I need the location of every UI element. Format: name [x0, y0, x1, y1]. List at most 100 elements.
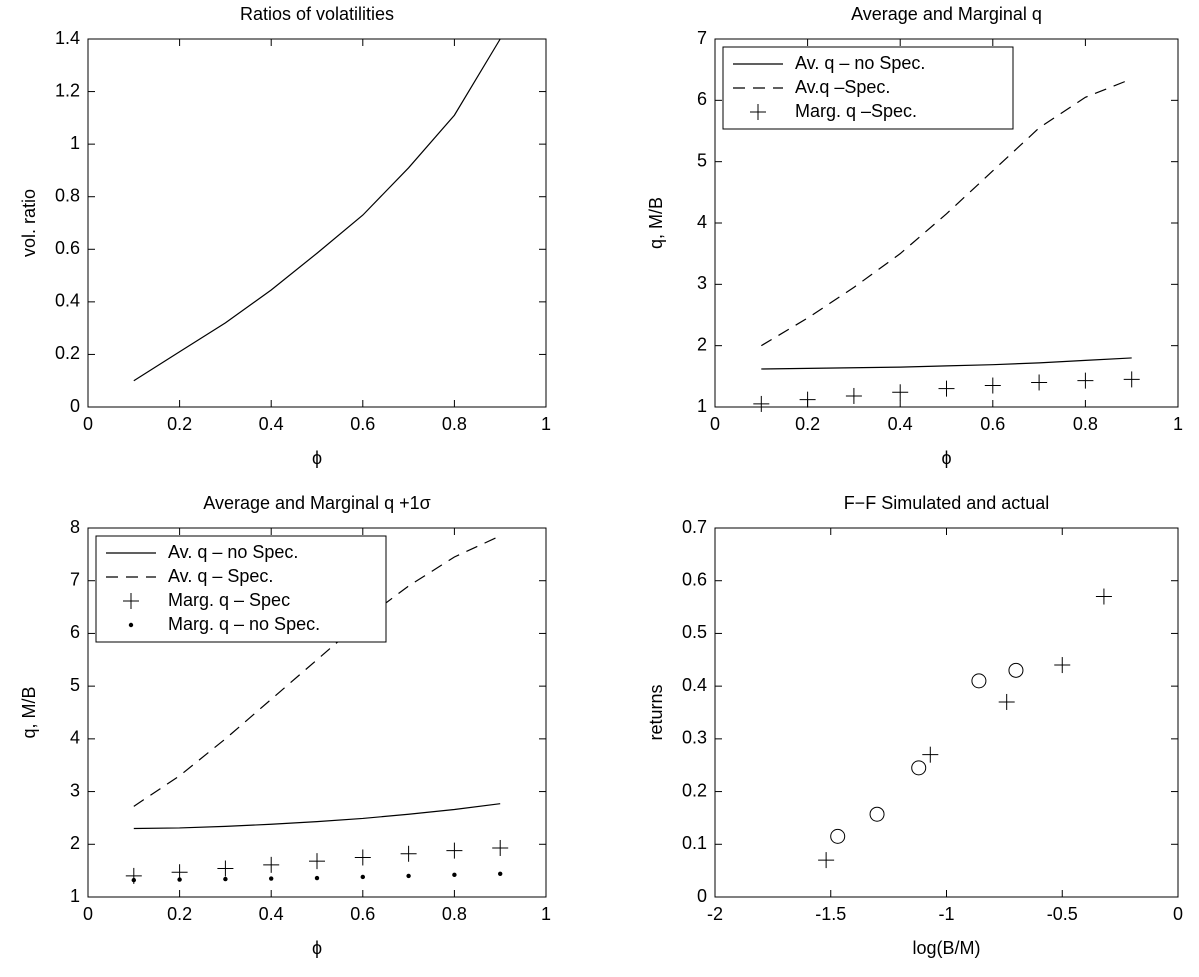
- chart-title: Ratios of volatilities: [240, 4, 394, 24]
- line-series: [133, 803, 501, 830]
- x-axis-label: ϕ: [941, 448, 951, 468]
- x-tick-label: 1: [1173, 414, 1183, 434]
- x-tick-label: 0.2: [167, 904, 192, 924]
- x-tick-label: 0.2: [795, 414, 820, 434]
- marker-plus: [354, 849, 371, 866]
- x-tick-label: -0.5: [1047, 904, 1078, 924]
- x-tick-label: 0.4: [259, 414, 284, 434]
- marker-dot: [360, 874, 365, 880]
- marker-plus: [492, 839, 509, 856]
- legend-label: Marg. q – Spec: [168, 590, 290, 610]
- marker-circle: [971, 673, 987, 689]
- y-tick-label: 3: [697, 273, 707, 293]
- y-tick-label: 6: [70, 622, 80, 642]
- marker-plus: [309, 853, 325, 870]
- marker-plus: [753, 395, 770, 412]
- y-tick-label: 0: [697, 886, 707, 906]
- marker-plus: [998, 693, 1015, 710]
- chart-title: Average and Marginal q: [851, 4, 1042, 24]
- marker-plus: [845, 387, 862, 404]
- y-tick-label: 0.8: [55, 185, 80, 205]
- y-tick-label: 7: [70, 569, 80, 589]
- marker-dot: [498, 871, 503, 877]
- y-tick-label: 1: [697, 396, 707, 416]
- x-tick-label: 0: [83, 414, 93, 434]
- marker-plus: [922, 746, 939, 763]
- y-tick-label: 2: [70, 833, 80, 853]
- x-tick-label: 0: [83, 904, 93, 924]
- x-axis-label: ϕ: [312, 938, 322, 958]
- marker-plus: [1031, 374, 1048, 391]
- marker-dot: [269, 876, 274, 881]
- marker-dot: [406, 873, 411, 879]
- y-tick-label: 5: [697, 150, 707, 170]
- x-tick-label: 0.4: [259, 904, 284, 924]
- line-series: [760, 78, 1132, 347]
- y-tick-label: 0.7: [682, 517, 707, 537]
- line-series: [761, 357, 1132, 370]
- y-tick-label: 0.5: [682, 622, 707, 642]
- marker-dot: [177, 877, 182, 882]
- x-tick-label: 0.8: [442, 414, 467, 434]
- marker-plus: [984, 377, 1001, 394]
- x-axis-label: ϕ: [312, 448, 322, 468]
- x-tick-label: 0: [710, 414, 720, 434]
- x-tick-label: 0.8: [442, 904, 467, 924]
- legend-label: Marg. q – no Spec.: [168, 614, 320, 634]
- legend-label: Av. q – no Spec.: [168, 542, 298, 562]
- marker-plus: [818, 852, 835, 869]
- y-axis-label: q, M/B: [19, 686, 39, 738]
- chart-title: Average and Marginal q +1σ: [203, 493, 430, 513]
- marker-plus: [1077, 372, 1094, 389]
- y-tick-label: 1.2: [55, 80, 80, 100]
- y-tick-label: 6: [697, 89, 707, 109]
- chart-title: F−F Simulated and actual: [844, 493, 1050, 513]
- y-tick-label: 8: [70, 517, 80, 537]
- y-axis-label: vol. ratio: [19, 189, 39, 257]
- x-tick-label: 0.4: [888, 414, 913, 434]
- x-tick-label: 0.8: [1073, 414, 1098, 434]
- marker-circle: [869, 806, 885, 822]
- marker-plus: [446, 842, 463, 859]
- x-tick-label: -2: [707, 904, 723, 924]
- y-tick-label: 0: [70, 396, 80, 416]
- legend-label: Av. q – no Spec.: [795, 53, 925, 73]
- y-tick-label: 5: [70, 675, 80, 695]
- y-tick-label: 1: [70, 886, 80, 906]
- line-series: [133, 38, 501, 382]
- y-tick-label: 0.3: [682, 728, 707, 748]
- x-tick-label: 0.6: [350, 414, 375, 434]
- marker-dot: [223, 876, 228, 882]
- y-tick-label: 0.6: [55, 238, 80, 258]
- marker-dot: [131, 877, 136, 883]
- marker-dot: [128, 622, 134, 628]
- marker-plus: [263, 856, 280, 873]
- marker-plus: [799, 391, 816, 408]
- legend-label: Marg. q –Spec.: [795, 101, 917, 121]
- y-tick-label: 4: [70, 728, 80, 748]
- x-tick-label: 1: [541, 904, 551, 924]
- y-axis-label: q, M/B: [646, 197, 666, 249]
- marker-plus: [1095, 588, 1112, 605]
- y-tick-label: 1: [70, 133, 80, 153]
- y-tick-label: 0.2: [682, 780, 707, 800]
- legend-label: Av. q – Spec.: [168, 566, 273, 586]
- marker-plus: [938, 380, 955, 397]
- x-tick-label: 0: [1173, 904, 1183, 924]
- x-tick-label: -1: [938, 904, 954, 924]
- marker-circle: [911, 760, 927, 776]
- legend-box: [722, 46, 1014, 130]
- y-tick-label: 0.1: [682, 833, 707, 853]
- marker-circle: [1008, 662, 1024, 678]
- x-axis-label: log(B/M): [912, 938, 980, 958]
- y-tick-label: 7: [697, 28, 707, 48]
- y-axis-label: returns: [646, 684, 666, 740]
- y-tick-label: 1.4: [55, 28, 80, 48]
- x-tick-label: 1: [541, 414, 551, 434]
- x-tick-label: 0.6: [980, 414, 1005, 434]
- marker-plus: [1054, 657, 1071, 674]
- marker-plus: [1123, 371, 1140, 388]
- y-tick-label: 2: [697, 334, 707, 354]
- marker-dot: [314, 875, 320, 881]
- marker-plus: [750, 104, 766, 120]
